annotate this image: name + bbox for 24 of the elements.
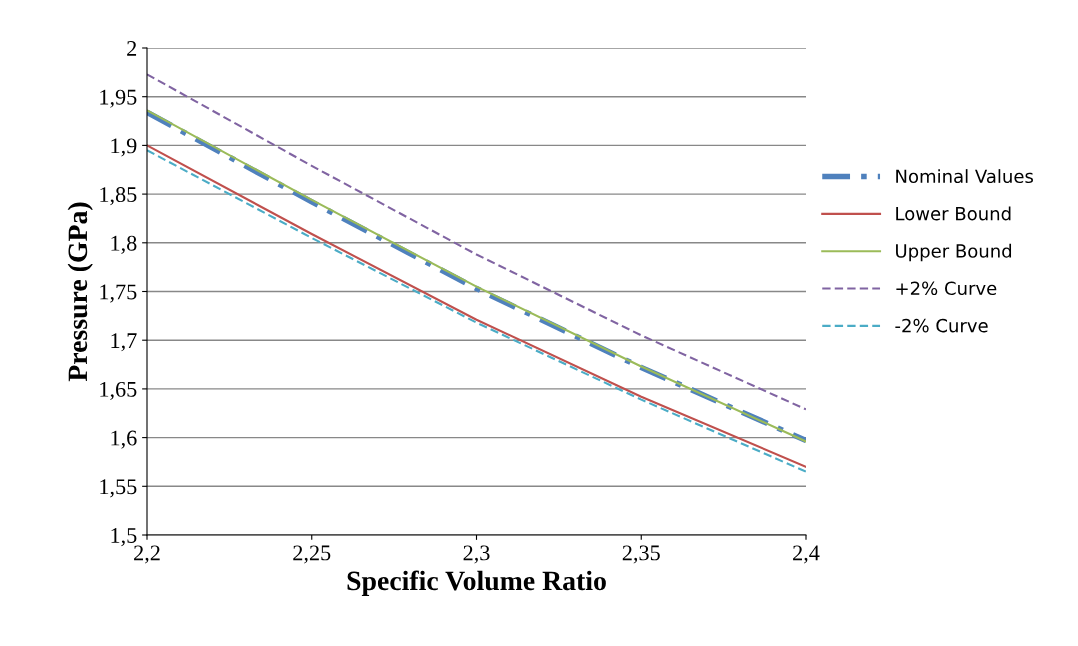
y-axis-title: Pressure (GPa) (67, 202, 93, 382)
y-tick-label: 1,85 (100, 187, 137, 206)
legend-label: Nominal Values (896, 169, 1033, 184)
legend-label: -2% Curve (895, 318, 988, 333)
y-tick-label: 1,8 (111, 235, 137, 254)
line-series (147, 73, 806, 411)
y-tick-label: 1,55 (100, 479, 137, 498)
legend-label: +2% Curve (896, 281, 997, 296)
y-tick-label: 1,7 (111, 333, 137, 352)
y-tick-label: 1,9 (111, 138, 137, 157)
y-tick-label: 2 (127, 40, 137, 56)
x-tick-label: 2,2 (134, 545, 160, 564)
y-tick-label: 1,6 (111, 430, 137, 449)
y-tick-label: 1,65 (100, 381, 137, 401)
y-tick-label: 1,75 (100, 284, 137, 303)
x-tick-label: 2,25 (293, 545, 331, 564)
x-tick-label: 2,3 (463, 545, 490, 564)
legend-label: Lower Bound (896, 206, 1011, 221)
y-tick-label: 1,95 (100, 89, 137, 108)
y-tick-label: 1,5 (111, 528, 137, 547)
x-axis-title: Specific Volume Ratio (347, 570, 606, 596)
x-tick-label: 2,35 (622, 545, 660, 564)
legend-label: Upper Bound (896, 243, 1012, 262)
x-tick-label: 2,4 (793, 545, 820, 564)
